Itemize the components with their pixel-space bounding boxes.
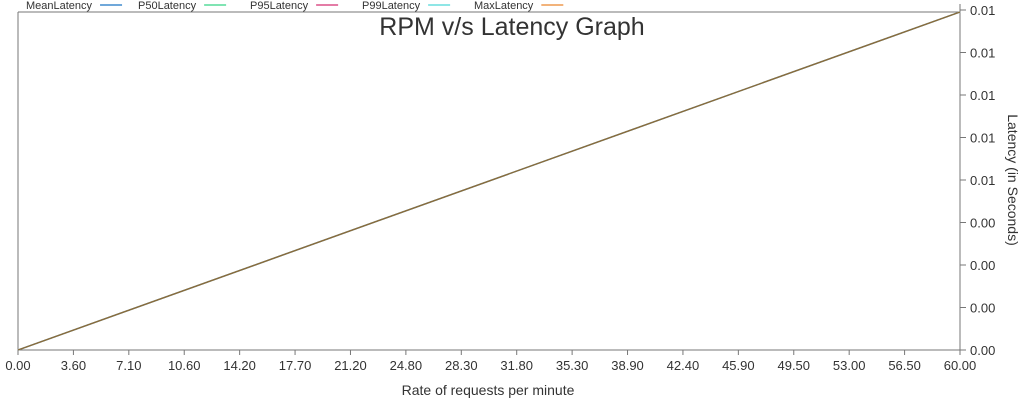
legend-label-p95latency: P95Latency	[250, 0, 309, 12]
legend-label-maxlatency: MaxLatency	[474, 0, 534, 12]
x-tick-label: 60.00	[944, 358, 977, 373]
y-tick-label: 0.01	[970, 173, 995, 188]
legend-label-meanlatency: MeanLatency	[26, 0, 93, 12]
chart-title: RPM v/s Latency Graph	[379, 13, 644, 41]
y-tick-label: 0.01	[970, 3, 995, 18]
legend: MeanLatency P50Latency P95Latency P99Latenc…	[26, 0, 564, 12]
x-tick-label: 42.40	[667, 358, 700, 373]
y-tick-label: 0.01	[970, 131, 995, 146]
y-tick-label: 0.00	[970, 301, 995, 316]
x-tick-label: 24.80	[390, 358, 423, 373]
y-tick-label: 0.01	[970, 88, 995, 103]
x-tick-label: 7.10	[116, 358, 141, 373]
series-line-maxlatency	[17, 11, 961, 351]
x-tick-label: 56.50	[888, 358, 921, 373]
y-tick-label: 0.00	[970, 258, 995, 273]
x-tick-label: 45.90	[722, 358, 755, 373]
series-layer	[17, 11, 961, 351]
plot-frame	[17, 4, 961, 351]
legend-label-p99latency: P99Latency	[362, 0, 421, 12]
x-tick-label: 21.20	[334, 358, 367, 373]
x-tick-label: 14.20	[223, 358, 256, 373]
x-tick-label: 31.80	[500, 358, 533, 373]
x-axis-title: Rate of requests per minute	[402, 382, 575, 398]
y-axis-ticks: 0.00 0.00 0.00 0.00 0.01 0.01 0.01 0.01 0.01	[960, 3, 995, 358]
x-tick-label: 35.30	[556, 358, 589, 373]
y-tick-label: 0.00	[970, 216, 995, 231]
x-tick-label: 0.00	[5, 358, 30, 373]
y-tick-label: 0.00	[970, 343, 995, 358]
legend-label-p50latency: P50Latency	[138, 0, 197, 12]
y-tick-label: 0.01	[970, 46, 995, 61]
x-tick-label: 3.60	[61, 358, 86, 373]
x-axis-ticks: 0.00 3.60 7.10 10.60 14.20 17.70 21.20 24.80 28.…	[5, 350, 976, 373]
x-tick-label: 53.00	[833, 358, 866, 373]
x-tick-label: 17.70	[279, 358, 312, 373]
x-tick-label: 28.30	[445, 358, 478, 373]
x-tick-label: 49.50	[777, 358, 810, 373]
x-tick-label: 10.60	[168, 358, 201, 373]
y-axis-title: Latency (in Seconds)	[1005, 114, 1021, 246]
x-tick-label: 38.90	[611, 358, 644, 373]
